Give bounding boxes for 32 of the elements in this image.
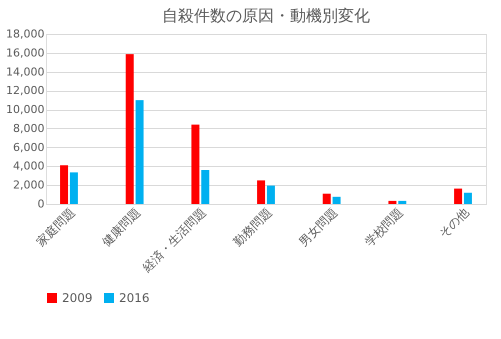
bar bbox=[266, 186, 275, 204]
bar bbox=[60, 165, 68, 204]
x-tick-label: その他 bbox=[436, 205, 472, 240]
y-tick-label: 14,000 bbox=[6, 65, 44, 78]
bar bbox=[454, 188, 462, 204]
bar bbox=[257, 180, 266, 204]
x-tick-label: 男女問題 bbox=[296, 205, 340, 249]
chart-title: 自殺件数の原因・動機別変化 bbox=[162, 6, 370, 25]
bar bbox=[388, 200, 396, 204]
bar bbox=[126, 54, 134, 204]
bar bbox=[201, 170, 210, 204]
bar bbox=[332, 196, 341, 204]
y-tick-label: 0 bbox=[38, 198, 44, 210]
x-tick-label: 健康問題 bbox=[99, 205, 144, 249]
y-tick-label: 2,000 bbox=[13, 178, 44, 192]
y-tick-label: 8,000 bbox=[13, 122, 44, 135]
y-tick-label: 18,000 bbox=[6, 28, 44, 40]
bar bbox=[464, 192, 472, 204]
legend-label: 2016 bbox=[119, 291, 150, 305]
y-tick-label: 6,000 bbox=[13, 140, 44, 154]
y-tick-label: 10,000 bbox=[6, 103, 44, 116]
x-tick-label: 学校問題 bbox=[362, 205, 406, 249]
legend-label: 2009 bbox=[62, 291, 93, 305]
bar bbox=[322, 194, 331, 204]
bar bbox=[191, 124, 200, 204]
bar bbox=[136, 100, 144, 204]
x-tick-label: 勤務問題 bbox=[230, 205, 274, 249]
y-tick-label: 12,000 bbox=[6, 84, 44, 98]
y-tick-label: 16,000 bbox=[6, 46, 44, 60]
y-tick-label: 4,000 bbox=[13, 160, 44, 173]
bar bbox=[70, 172, 78, 204]
bar bbox=[398, 200, 406, 204]
